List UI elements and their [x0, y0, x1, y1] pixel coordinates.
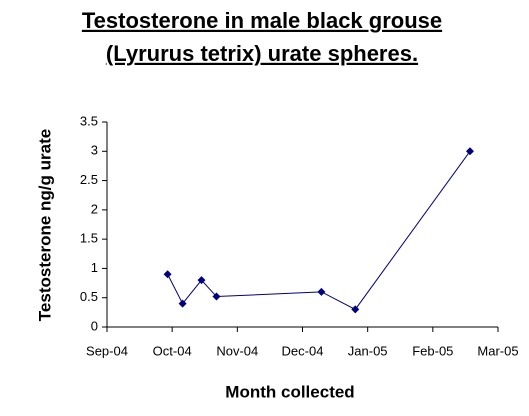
y-tick-label: 3	[91, 143, 98, 158]
line	[167, 150, 471, 311]
marker	[178, 299, 187, 308]
x-tick-label: Mar-05	[477, 343, 518, 358]
y-tick-label: 1	[91, 260, 98, 275]
y-tick-label: 2.5	[80, 172, 98, 187]
x-tick-label: Nov-04	[216, 343, 258, 358]
x-tick-label: Sep-04	[86, 343, 128, 358]
x-tick-label: Dec-04	[282, 343, 324, 358]
chart-title: (Lyrurus tetrix) urate spheres.	[106, 41, 418, 66]
x-tick-label: Feb-05	[412, 343, 453, 358]
y-tick-label: 0.5	[80, 289, 98, 304]
marker	[465, 147, 474, 156]
marker	[317, 287, 326, 296]
x-axis-title: Month collected	[225, 382, 354, 401]
x-tick-label: Oct-04	[153, 343, 192, 358]
y-tick-label: 3.5	[80, 113, 98, 128]
y-axis-title: Testosterone ng/g urate	[35, 129, 54, 321]
marker	[197, 276, 206, 285]
marker	[163, 270, 172, 279]
marker	[351, 305, 360, 314]
y-tick-label: 1.5	[80, 231, 98, 246]
marker	[212, 292, 221, 301]
y-tick-label: 2	[91, 201, 98, 216]
chart-title: Testosterone in male black grouse	[82, 8, 442, 33]
y-tick-label: 0	[91, 318, 98, 333]
x-tick-label: Jan-05	[348, 343, 388, 358]
